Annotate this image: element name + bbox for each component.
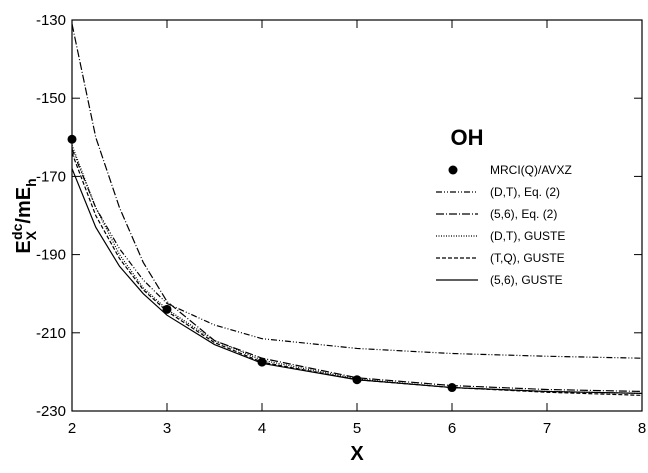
legend-label: (D,T), GUSTE — [490, 229, 565, 243]
y-tick-label: -210 — [36, 325, 66, 342]
y-tick-label: -230 — [36, 403, 66, 420]
y-axis-label-part: E — [13, 240, 35, 253]
y-axis-label-part: dc — [9, 223, 25, 240]
legend-marker — [449, 166, 458, 175]
x-tick-label: 8 — [638, 420, 646, 437]
y-tick-label: -170 — [36, 168, 66, 185]
y-axis-label-part: X — [23, 230, 39, 240]
x-tick-label: 7 — [543, 420, 551, 437]
y-axis-label-part: /mE — [13, 187, 35, 224]
y-tick-label: -130 — [36, 12, 66, 29]
y-axis-label: EXdc/mEh — [9, 178, 39, 253]
legend-label: (D,T), Eq. (2) — [490, 185, 560, 199]
data-point — [68, 135, 77, 144]
legend-label: (T,Q), GUSTE — [490, 251, 565, 265]
legend-label: MRCI(Q)/AVXZ — [490, 163, 572, 177]
y-tick-label: -150 — [36, 90, 66, 107]
x-tick-label: 4 — [258, 420, 266, 437]
series-line — [72, 145, 642, 393]
x-tick-label: 6 — [448, 420, 456, 437]
legend-label: (5,6), Eq. (2) — [490, 207, 557, 221]
y-tick-label: -190 — [36, 247, 66, 264]
annotation: OH — [451, 125, 484, 150]
legend-label: (5,6), GUSTE — [490, 273, 563, 287]
x-tick-label: 3 — [163, 420, 171, 437]
x-tick-label: 5 — [353, 420, 361, 437]
x-axis-label: X — [350, 443, 364, 465]
x-tick-label: 2 — [68, 420, 76, 437]
